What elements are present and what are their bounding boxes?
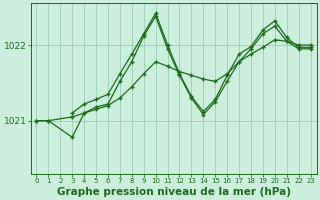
X-axis label: Graphe pression niveau de la mer (hPa): Graphe pression niveau de la mer (hPa) <box>57 187 291 197</box>
